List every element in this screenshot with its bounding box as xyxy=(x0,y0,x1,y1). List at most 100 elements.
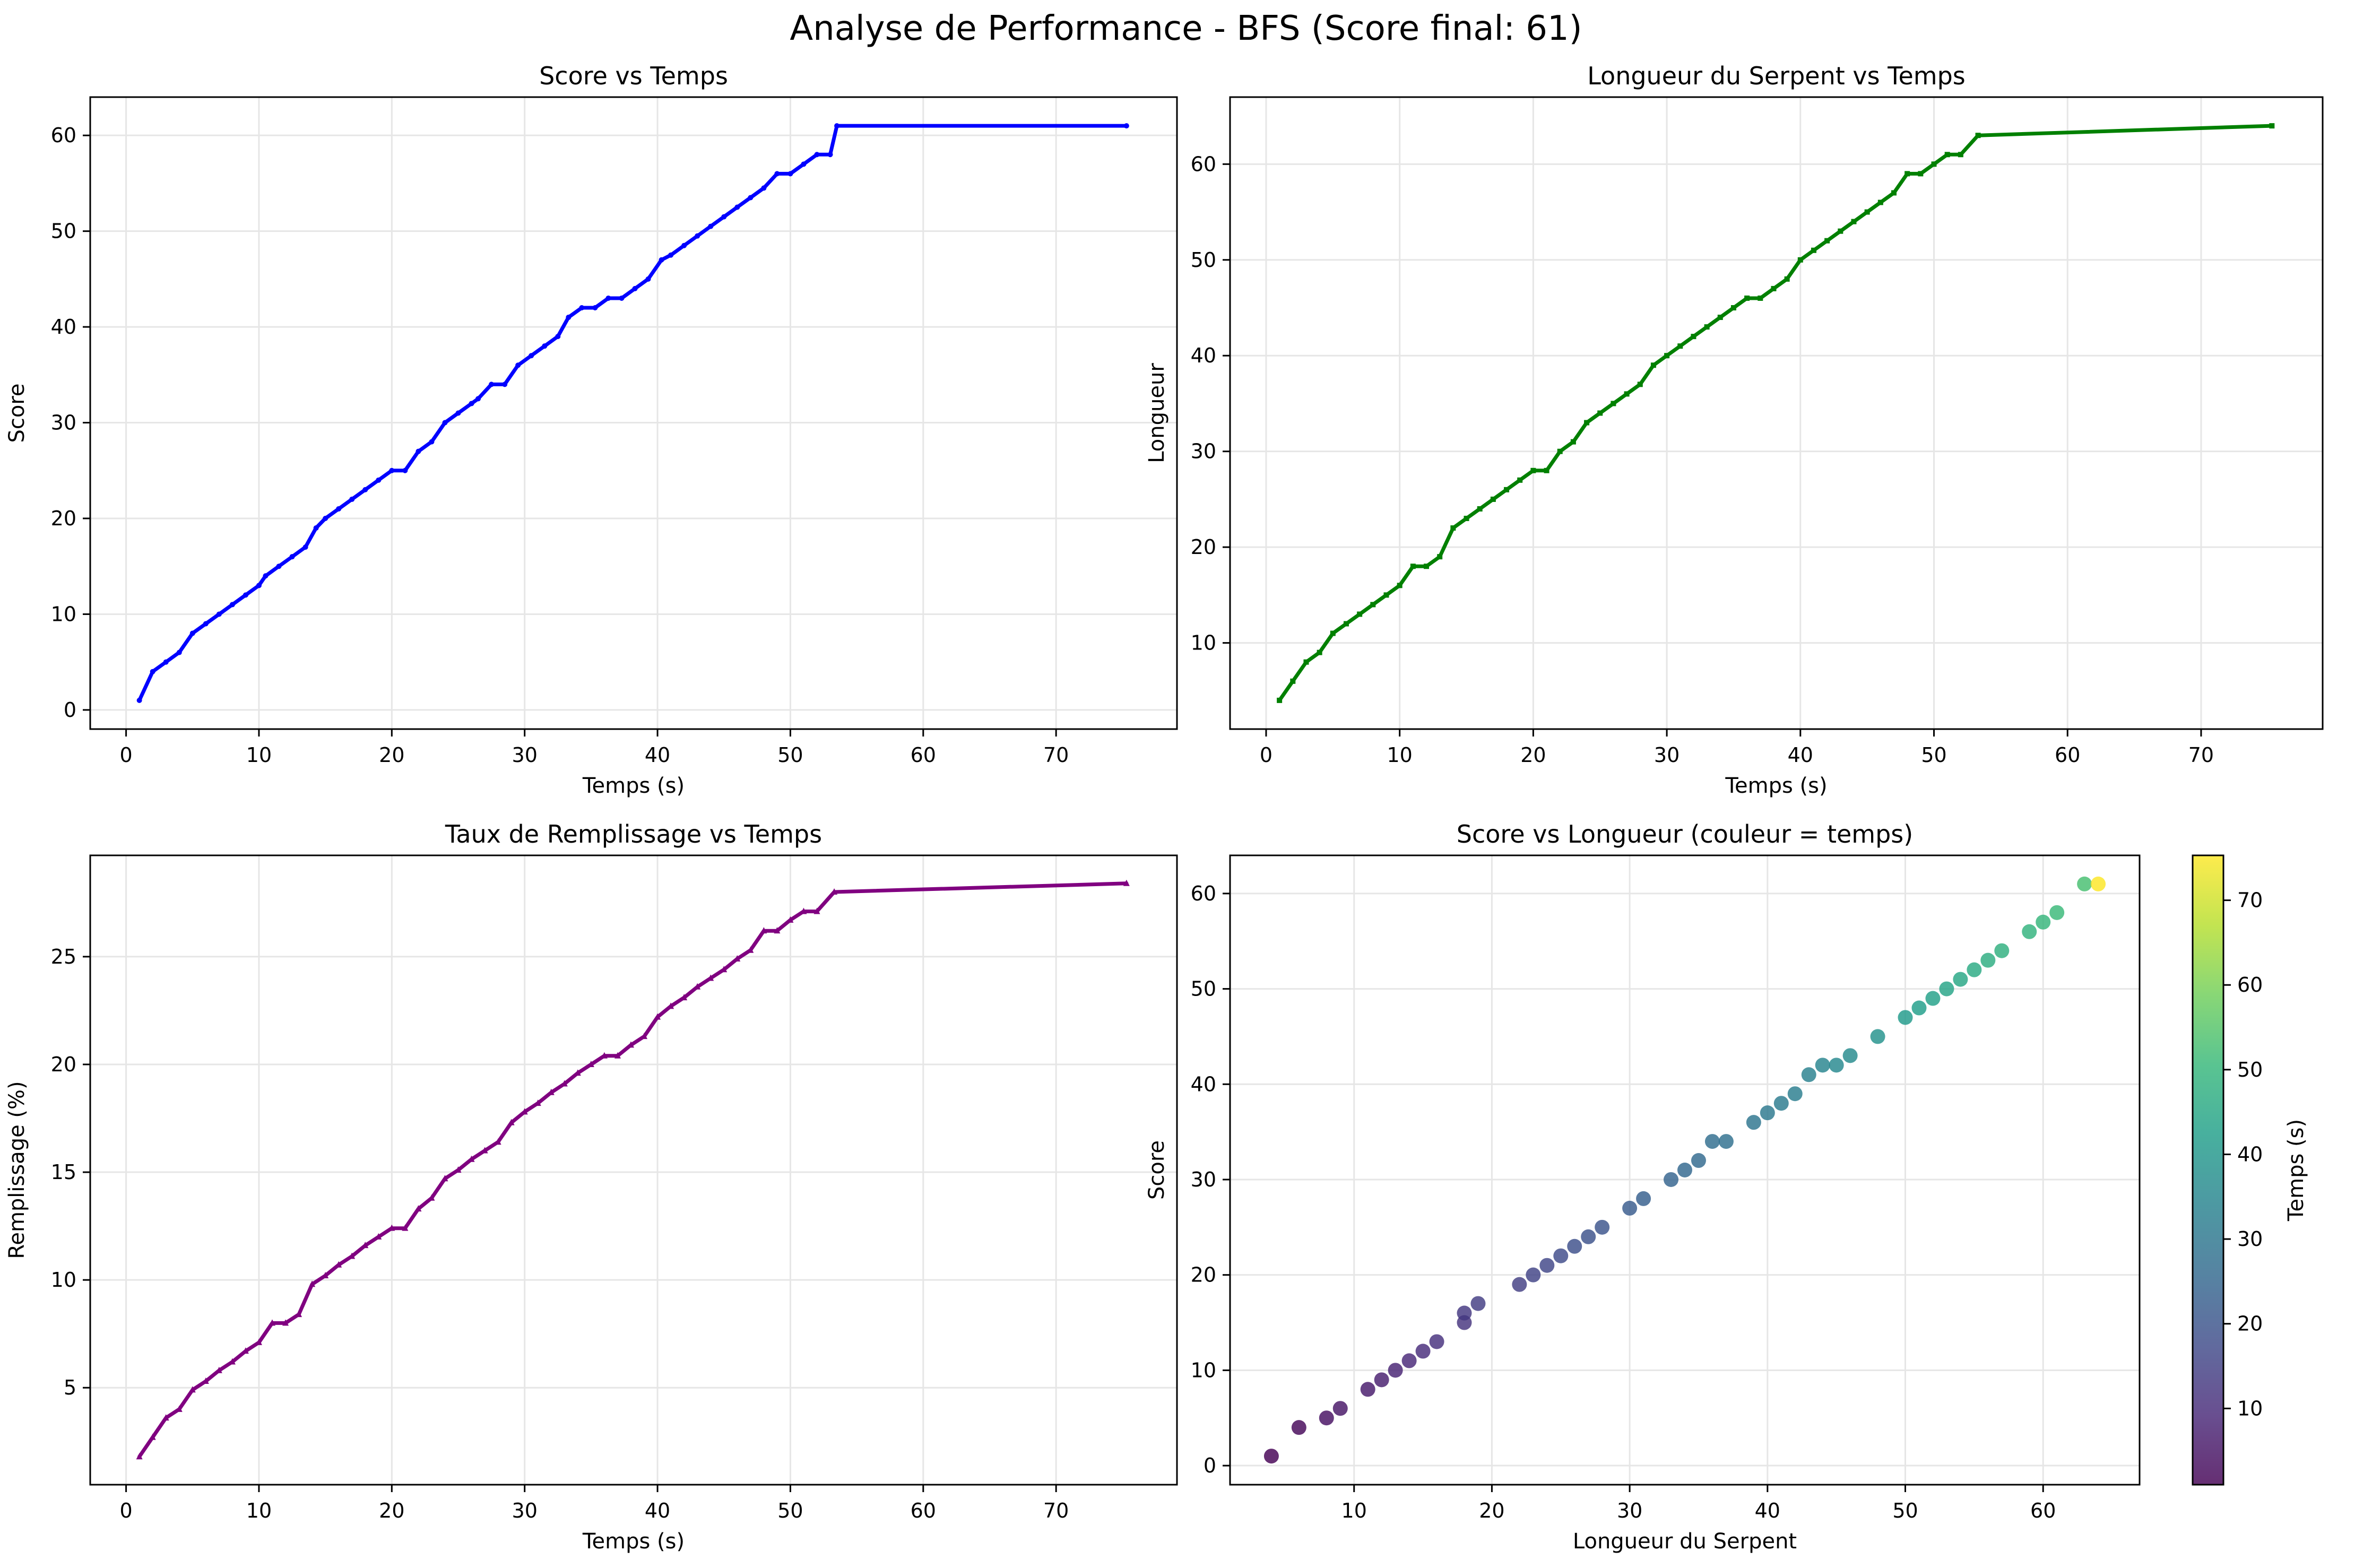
data-point xyxy=(1517,477,1523,483)
data-point xyxy=(495,1138,501,1145)
x-tick-label: 20 xyxy=(1520,743,1546,767)
scatter-point xyxy=(1787,1086,1803,1102)
data-point xyxy=(681,994,688,1001)
data-point xyxy=(801,161,807,167)
scatter-point xyxy=(1539,1258,1555,1273)
data-point xyxy=(601,1052,608,1059)
data-point xyxy=(1944,152,1950,158)
data-point xyxy=(489,382,495,387)
data-point xyxy=(269,1319,276,1326)
series-line xyxy=(1277,124,2274,703)
y-tick-label: 60 xyxy=(51,124,76,147)
scatter-point xyxy=(2036,914,2051,930)
x-tick-label: 60 xyxy=(911,1499,936,1522)
y-axis-label: Longueur xyxy=(1145,363,1169,463)
data-point xyxy=(659,257,664,263)
scatter-point xyxy=(1581,1229,1596,1244)
x-tick-label: 30 xyxy=(512,743,538,767)
data-point xyxy=(708,223,714,229)
data-point xyxy=(827,152,833,158)
data-point xyxy=(376,477,382,483)
scatter-point xyxy=(2022,924,2037,939)
scatter-point xyxy=(1815,1058,1830,1073)
y-tick-label: 10 xyxy=(1191,631,1216,655)
plot-frame xyxy=(1229,854,2141,1486)
data-point xyxy=(1704,324,1710,330)
scatter-point xyxy=(1939,981,1954,997)
colorbar-label: Temps (s) xyxy=(2284,1119,2308,1222)
x-tick-label: 60 xyxy=(2055,743,2080,767)
data-point xyxy=(336,506,342,512)
data-point xyxy=(1904,171,1910,177)
data-point xyxy=(335,1261,342,1268)
data-point xyxy=(721,966,728,973)
x-tick-label: 40 xyxy=(1788,743,1813,767)
data-point xyxy=(189,630,195,636)
data-point xyxy=(1397,583,1403,588)
scatter-point xyxy=(1829,1058,1844,1073)
plot-frame xyxy=(89,854,1178,1486)
data-point xyxy=(1530,467,1536,473)
data-point xyxy=(203,621,209,627)
data-point xyxy=(592,305,598,310)
x-tick-label: 10 xyxy=(1341,1499,1367,1522)
data-point xyxy=(415,1205,422,1212)
data-point xyxy=(468,1155,475,1162)
y-tick-label: 60 xyxy=(1191,152,1216,176)
data-point xyxy=(587,1060,594,1067)
series-line xyxy=(137,881,1129,1459)
data-point xyxy=(309,1280,316,1287)
scatter-point xyxy=(1622,1200,1638,1216)
data-point xyxy=(834,123,840,129)
data-point xyxy=(1570,439,1576,445)
x-tick-label: 70 xyxy=(1043,743,1069,767)
x-axis-label: Temps (s) xyxy=(1725,774,1827,798)
x-tick-label: 50 xyxy=(1892,1499,1918,1522)
data-point xyxy=(1891,190,1897,196)
data-point xyxy=(229,602,235,608)
data-point xyxy=(1838,228,1843,234)
data-point xyxy=(1797,257,1803,263)
scatter-point xyxy=(1332,1401,1348,1416)
x-tick-label: 10 xyxy=(246,743,272,767)
colorbar-tick-label: 50 xyxy=(2237,1058,2263,1081)
data-point xyxy=(1918,171,1924,177)
data-point xyxy=(442,420,448,426)
x-tick-label: 20 xyxy=(379,743,404,767)
data-point xyxy=(362,487,368,492)
scatter-point xyxy=(1429,1334,1444,1349)
x-tick-label: 0 xyxy=(1260,743,1272,767)
scatter-point xyxy=(2049,905,2065,920)
data-point xyxy=(734,955,741,961)
scatter-point xyxy=(1567,1238,1582,1254)
data-point xyxy=(515,362,521,368)
data-point xyxy=(787,916,794,923)
scatter-point xyxy=(1691,1153,1706,1168)
x-tick-label: 40 xyxy=(1755,1499,1780,1522)
y-tick-label: 10 xyxy=(51,1268,76,1292)
data-point xyxy=(814,152,820,158)
data-point xyxy=(534,1099,541,1106)
scatter-point xyxy=(1898,1010,1913,1025)
x-tick-label: 10 xyxy=(1387,743,1412,767)
scatter-point xyxy=(1911,1000,1927,1016)
scatter-point xyxy=(1512,1277,1527,1292)
scatter-point xyxy=(1470,1296,1486,1311)
data-point xyxy=(668,1002,674,1009)
data-point xyxy=(349,496,355,502)
data-point xyxy=(760,927,767,934)
data-point xyxy=(813,907,820,914)
y-tick-label: 20 xyxy=(51,507,76,530)
chart-panel-3: 0 10 20 30 40 50 60 70 5 10 15 20 25 Taux de Rempliss… xyxy=(5,820,1178,1554)
x-tick-label: 60 xyxy=(911,743,936,767)
data-point xyxy=(681,242,687,248)
y-tick-label: 25 xyxy=(51,945,76,968)
scatter-point xyxy=(1664,1172,1679,1187)
scatter-point xyxy=(1760,1105,1775,1121)
x-axis-label: Temps (s) xyxy=(582,1529,685,1554)
data-point xyxy=(605,295,611,301)
data-point xyxy=(322,1272,329,1279)
data-point xyxy=(614,1052,621,1059)
scatter-point xyxy=(1718,1134,1734,1149)
y-axis-label: Remplissage (%) xyxy=(5,1081,29,1259)
